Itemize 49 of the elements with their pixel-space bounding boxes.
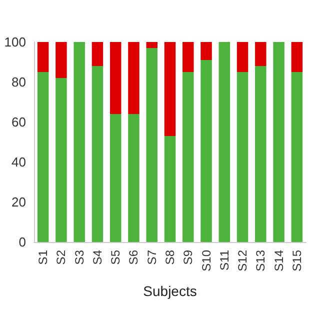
y-tick-label: 80: [12, 74, 26, 90]
bar: [146, 42, 158, 48]
x-tick-label: S8: [163, 250, 177, 265]
x-tick-label: S12: [236, 250, 250, 272]
bar: [255, 42, 266, 66]
bar: [236, 72, 248, 242]
bar: [164, 136, 176, 242]
bar: [236, 42, 248, 72]
y-tick-label: 60: [12, 114, 26, 130]
bar: [128, 42, 140, 114]
bar: [37, 72, 49, 242]
x-tick-label: S2: [54, 250, 68, 265]
bar: [182, 42, 194, 72]
y-tick-label: 40: [12, 154, 26, 170]
bar: [291, 42, 303, 72]
x-tick-label: S4: [90, 250, 104, 265]
bar: [74, 42, 85, 242]
bar: [110, 42, 122, 114]
x-tick-label: S15: [290, 250, 304, 272]
x-tick-label: S14: [272, 250, 286, 272]
bar: [255, 66, 266, 242]
bar: [56, 42, 67, 78]
x-tick-label: S6: [126, 250, 141, 265]
bar: [164, 42, 176, 136]
x-tick-label: S9: [181, 250, 196, 265]
x-tick-label: S7: [144, 250, 159, 265]
x-tick-label: S10: [199, 250, 214, 272]
bar: [200, 60, 212, 242]
x-axis-title: Subjects: [143, 283, 197, 299]
x-tick-label: S13: [254, 250, 268, 272]
bar: [200, 42, 212, 60]
bar: [128, 114, 140, 242]
bar: [92, 66, 104, 242]
bar: [92, 42, 104, 66]
bar: [110, 114, 122, 242]
y-tick-label: 0: [18, 234, 26, 250]
x-tick-label: S11: [217, 250, 232, 270]
bar: [273, 42, 284, 242]
bar: [291, 72, 303, 242]
bar: [37, 42, 49, 72]
y-tick-label: 100: [4, 34, 26, 50]
x-tick-label: S5: [108, 250, 123, 265]
bar: [182, 72, 194, 242]
bar: [218, 42, 230, 242]
x-tick-label: S3: [72, 250, 86, 265]
bar: [56, 78, 67, 242]
bar: [146, 48, 158, 242]
x-tick-label: S1: [36, 250, 50, 265]
y-tick-label: 20: [12, 194, 26, 210]
